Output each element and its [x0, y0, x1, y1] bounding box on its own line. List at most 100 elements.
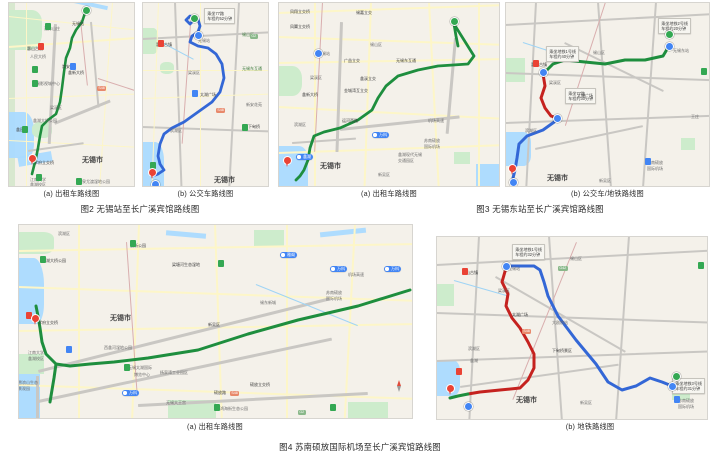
- map-canvas: 惠山古镇 江苏山庄 无锡站 人民大桥 崇安寺 蠡新大桥 无锡影视城中心 梁溪区 …: [8, 2, 135, 187]
- map-poi-icon[interactable]: [218, 260, 224, 267]
- map-highway-badge: S48: [97, 86, 107, 91]
- route-transit-marker[interactable]: [665, 42, 674, 51]
- map-poi-icon[interactable]: [158, 40, 164, 47]
- map-chip[interactable]: 蠡湖: [296, 154, 313, 160]
- map-poi-icon[interactable]: [701, 68, 707, 75]
- figure-2-panel-a-map[interactable]: 惠山古镇 江苏山庄 无锡站 人民大桥 崇安寺 蠡新大桥 无锡影视城中心 梁溪区 …: [8, 2, 135, 187]
- map-poi-icon[interactable]: [462, 268, 468, 275]
- route-start-marker[interactable]: [82, 6, 91, 15]
- map-label: 梁溪区: [188, 70, 200, 75]
- map-park: [254, 230, 284, 246]
- figure-2-panel-b-map[interactable]: 乘坐77路 车程约52分钟 惠山古镇 无锡站 锡山区 无锡东互通 梁溪区 太湖广…: [142, 2, 269, 187]
- map-chip[interactable]: 万科: [384, 266, 401, 272]
- callout-line: 乘坐地铁3号线: [675, 380, 703, 386]
- map-poi-icon[interactable]: [45, 23, 51, 30]
- route-transit-marker[interactable]: [314, 49, 323, 58]
- map-poi-icon[interactable]: [124, 364, 130, 371]
- callout-line: 车程约32分钟: [515, 251, 541, 257]
- map-poi-icon[interactable]: [242, 124, 248, 131]
- route-transit-marker[interactable]: [539, 68, 548, 77]
- map-label: 江苏山庄: [44, 26, 60, 31]
- route-callout: 乘坐77路 车程约52分钟: [204, 8, 236, 24]
- callout-line: 车程约40分钟: [549, 53, 575, 59]
- map-label: 太湖广场: [200, 92, 216, 97]
- map-label: 硕放路: [214, 390, 226, 395]
- route-callout: 乘坐77路 车程约30分钟: [565, 88, 597, 104]
- map-canvas: 乘坐地铁1号线 车程约32分钟 乘坐地铁3号线 车程约31分钟 锡山区 惠山古镇…: [436, 236, 708, 420]
- map-poi-icon[interactable]: [192, 90, 198, 97]
- route-end-marker[interactable]: [283, 156, 292, 168]
- map-poi-icon[interactable]: [150, 162, 156, 169]
- map-poi-icon[interactable]: [645, 158, 651, 165]
- route-end-marker[interactable]: [31, 314, 40, 326]
- route-transit-marker[interactable]: [668, 382, 677, 391]
- route-transit-marker[interactable]: [464, 402, 473, 411]
- route-end-marker[interactable]: [446, 384, 455, 396]
- map-poi-icon[interactable]: [26, 312, 32, 319]
- map-water: [476, 164, 500, 187]
- route-end-marker[interactable]: [28, 154, 37, 166]
- map-road: [200, 2, 202, 187]
- map-poi-icon[interactable]: [76, 178, 82, 185]
- map-label: 机场高速: [348, 272, 364, 277]
- map-park: [278, 66, 302, 96]
- figure-3-panel-b-map[interactable]: 乘坐地铁2号线 车程约20分钟 乘坐地铁1号线 车程约40分钟 乘坐77路 车程…: [505, 2, 710, 187]
- route-end-marker[interactable]: [508, 164, 517, 176]
- map-label: 苏南硕放: [326, 290, 342, 295]
- route-start-marker[interactable]: [665, 30, 674, 39]
- map-poi-icon[interactable]: [38, 43, 44, 50]
- figure-4-panel-b-subcaption: (b) 地铁路线图: [565, 422, 615, 431]
- map-poi-icon[interactable]: [130, 240, 136, 247]
- figure-4-panel-a-subcaption: (a) 出租车路线图: [187, 422, 243, 431]
- map-poi-icon[interactable]: [40, 256, 46, 263]
- route-transit-marker[interactable]: [553, 114, 562, 123]
- map-label: 锡嘉立交: [356, 10, 372, 15]
- map-label: 金城湾互立交: [344, 88, 368, 93]
- route-callout: 乘坐地铁1号线 车程约32分钟: [512, 244, 546, 260]
- route-start-marker[interactable]: [450, 17, 459, 26]
- figure-4-panel-b-map[interactable]: 乘坐地铁1号线 车程约32分钟 乘坐地铁3号线 车程约31分钟 锡山区 惠山古镇…: [436, 236, 708, 420]
- figure-4-panel-a-map[interactable]: 滨湖区 创新公园 梁塘河生态湿地 蠡湖大桥公园 无锡市 新吴区 学府立交桥 江南…: [18, 224, 413, 419]
- map-poi-icon[interactable]: [674, 396, 680, 403]
- map-poi-icon[interactable]: [32, 80, 38, 87]
- map-poi-icon[interactable]: [456, 368, 462, 375]
- map-label: 雪浪山生态: [18, 380, 38, 385]
- map-left-edge: [8, 2, 15, 187]
- route-transit-marker[interactable]: [502, 262, 511, 271]
- route-start-marker[interactable]: [672, 372, 681, 381]
- map-poi-icon[interactable]: [214, 404, 220, 411]
- map-label: 王庄: [691, 114, 699, 119]
- route-start-marker[interactable]: [190, 14, 199, 23]
- map-poi-icon[interactable]: [698, 262, 704, 269]
- map-label: 梁溪区: [498, 288, 510, 293]
- map-poi-icon[interactable]: [66, 346, 72, 353]
- map-poi-icon[interactable]: [330, 404, 336, 411]
- figure-3-caption: 图3 无锡东站至长广溪宾馆路线图: [476, 204, 604, 214]
- map-poi-icon[interactable]: [22, 126, 28, 133]
- figure-4-caption: 图4 苏南硕放国际机场至长广溪宾馆路线图: [279, 442, 441, 452]
- map-label: 国际机场: [326, 296, 342, 301]
- map-poi-icon[interactable]: [70, 63, 76, 70]
- map-chip[interactable]: 万科: [330, 266, 347, 272]
- map-poi-icon[interactable]: [533, 60, 539, 67]
- route-callout: 乘坐地铁1号线 车程约40分钟: [546, 46, 580, 62]
- map-label: 蠡湖大桥公园: [33, 118, 57, 123]
- map-poi-icon[interactable]: [36, 174, 42, 181]
- route-transit-marker[interactable]: [151, 180, 160, 187]
- map-chip[interactable]: 万科: [372, 132, 389, 138]
- map-highway-badge: S48: [230, 391, 240, 396]
- route-end-marker[interactable]: [148, 168, 157, 180]
- map-poi-icon[interactable]: [32, 66, 38, 73]
- map-label-city: 无锡市: [82, 157, 103, 164]
- map-chip[interactable]: 雅阁: [280, 252, 297, 258]
- callout-line: 乘坐77路: [568, 90, 586, 96]
- route-transit-marker[interactable]: [194, 31, 203, 40]
- figure-3-panel-a-map[interactable]: 凤翔立交桥 锡嘉立交 凤翼立交桥 锡山区 无锡站 广益立交 无锡东互通 梁溪区 …: [278, 2, 500, 187]
- map-label: 蠡湖大桥公园: [42, 258, 66, 263]
- map-chip[interactable]: 万科: [122, 390, 139, 396]
- route-transit-marker[interactable]: [509, 178, 518, 187]
- callout-line: 乘坐地铁2号线: [661, 20, 689, 26]
- map-label: 锡山区: [570, 256, 582, 261]
- map-label: 无锡站: [508, 266, 520, 271]
- route-callout: 乘坐地铁2号线 车程约20分钟: [658, 18, 692, 34]
